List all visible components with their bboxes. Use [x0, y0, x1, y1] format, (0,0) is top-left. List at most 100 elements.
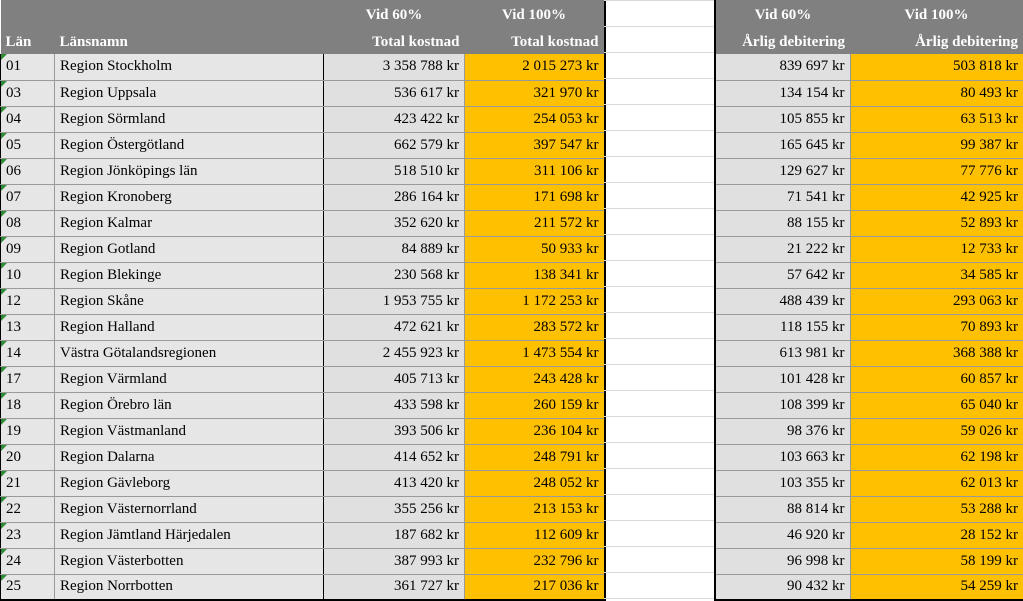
total-cost-60-cell[interactable]: 536 617 kr: [323, 80, 465, 107]
total-cost-60-cell[interactable]: 361 727 kr: [323, 574, 465, 601]
annual-billing-100-cell[interactable]: 99 387 kr: [850, 132, 1023, 159]
annual-billing-60-cell[interactable]: 101 428 kr: [714, 366, 851, 393]
header-vid100[interactable]: Vid 100%: [464, 0, 606, 27]
total-cost-60-cell[interactable]: 3 358 788 kr: [323, 54, 465, 81]
lan-code-cell[interactable]: 17: [0, 366, 55, 393]
annual-billing-100-cell[interactable]: 60 857 kr: [850, 366, 1023, 393]
region-name-cell[interactable]: Region Gotland: [54, 236, 324, 263]
total-cost-60-cell[interactable]: 2 455 923 kr: [323, 340, 465, 367]
total-cost-60-cell[interactable]: 472 621 kr: [323, 314, 465, 341]
annual-billing-100-cell[interactable]: 368 388 kr: [850, 340, 1023, 367]
header-vid60[interactable]: Vid 60%: [714, 0, 850, 27]
annual-billing-100-cell[interactable]: 70 893 kr: [850, 314, 1023, 341]
annual-billing-60-cell[interactable]: 21 222 kr: [714, 236, 851, 263]
region-name-cell[interactable]: Region Kronoberg: [54, 184, 324, 211]
total-cost-100-cell[interactable]: 2 015 273 kr: [464, 54, 606, 81]
region-name-cell[interactable]: Region Jönköpings län: [54, 158, 324, 185]
region-name-cell[interactable]: Region Uppsala: [54, 80, 324, 107]
annual-billing-100-cell[interactable]: 52 893 kr: [850, 210, 1023, 237]
region-name-cell[interactable]: Region Kalmar: [54, 210, 324, 237]
total-cost-60-cell[interactable]: 286 164 kr: [323, 184, 465, 211]
region-name-cell[interactable]: Region Västmanland: [54, 418, 324, 445]
lan-code-cell[interactable]: 18: [0, 392, 55, 419]
region-name-cell[interactable]: Region Stockholm: [54, 54, 324, 81]
region-name-cell[interactable]: Region Värmland: [54, 366, 324, 393]
lan-code-cell[interactable]: 08: [0, 210, 55, 237]
lan-code-cell[interactable]: 05: [0, 132, 55, 159]
total-cost-60-cell[interactable]: 662 579 kr: [323, 132, 465, 159]
lan-code-cell[interactable]: 20: [0, 444, 55, 471]
header-arlig-debitering-100[interactable]: Årlig debitering: [850, 27, 1023, 54]
annual-billing-60-cell[interactable]: 118 155 kr: [714, 314, 851, 341]
header-cell-empty[interactable]: [54, 0, 324, 27]
lan-code-cell[interactable]: 09: [0, 236, 55, 263]
total-cost-100-cell[interactable]: 283 572 kr: [464, 314, 606, 341]
lan-code-cell[interactable]: 01: [0, 54, 55, 81]
annual-billing-60-cell[interactable]: 96 998 kr: [714, 548, 851, 575]
header-lansnamn[interactable]: Länsnamn: [54, 27, 324, 54]
annual-billing-100-cell[interactable]: 65 040 kr: [850, 392, 1023, 419]
annual-billing-60-cell[interactable]: 98 376 kr: [714, 418, 851, 445]
total-cost-100-cell[interactable]: 248 052 kr: [464, 470, 606, 497]
annual-billing-100-cell[interactable]: 28 152 kr: [850, 522, 1023, 549]
header-cell-empty[interactable]: [0, 0, 55, 27]
lan-code-cell[interactable]: 25: [0, 574, 55, 601]
annual-billing-100-cell[interactable]: 63 513 kr: [850, 106, 1023, 133]
region-name-cell[interactable]: Region Blekinge: [54, 262, 324, 289]
total-cost-60-cell[interactable]: 433 598 kr: [323, 392, 465, 419]
lan-code-cell[interactable]: 06: [0, 158, 55, 185]
total-cost-100-cell[interactable]: 1 172 253 kr: [464, 288, 606, 315]
annual-billing-60-cell[interactable]: 613 981 kr: [714, 340, 851, 367]
annual-billing-60-cell[interactable]: 57 642 kr: [714, 262, 851, 289]
annual-billing-100-cell[interactable]: 58 199 kr: [850, 548, 1023, 575]
total-cost-60-cell[interactable]: 355 256 kr: [323, 496, 465, 523]
total-cost-60-cell[interactable]: 230 568 kr: [323, 262, 465, 289]
header-vid60[interactable]: Vid 60%: [323, 0, 465, 27]
total-cost-60-cell[interactable]: 187 682 kr: [323, 522, 465, 549]
annual-billing-100-cell[interactable]: 34 585 kr: [850, 262, 1023, 289]
lan-code-cell[interactable]: 24: [0, 548, 55, 575]
lan-code-cell[interactable]: 22: [0, 496, 55, 523]
total-cost-100-cell[interactable]: 1 473 554 kr: [464, 340, 606, 367]
total-cost-100-cell[interactable]: 321 970 kr: [464, 80, 606, 107]
total-cost-60-cell[interactable]: 84 889 kr: [323, 236, 465, 263]
total-cost-60-cell[interactable]: 387 993 kr: [323, 548, 465, 575]
annual-billing-100-cell[interactable]: 62 198 kr: [850, 444, 1023, 471]
annual-billing-100-cell[interactable]: 77 776 kr: [850, 158, 1023, 185]
annual-billing-60-cell[interactable]: 103 663 kr: [714, 444, 851, 471]
annual-billing-100-cell[interactable]: 54 259 kr: [850, 574, 1023, 601]
total-cost-100-cell[interactable]: 254 053 kr: [464, 106, 606, 133]
total-cost-100-cell[interactable]: 112 609 kr: [464, 522, 606, 549]
annual-billing-60-cell[interactable]: 134 154 kr: [714, 80, 851, 107]
annual-billing-60-cell[interactable]: 108 399 kr: [714, 392, 851, 419]
region-name-cell[interactable]: Region Halland: [54, 314, 324, 341]
total-cost-60-cell[interactable]: 405 713 kr: [323, 366, 465, 393]
annual-billing-60-cell[interactable]: 46 920 kr: [714, 522, 851, 549]
annual-billing-60-cell[interactable]: 103 355 kr: [714, 470, 851, 497]
annual-billing-100-cell[interactable]: 59 026 kr: [850, 418, 1023, 445]
total-cost-100-cell[interactable]: 213 153 kr: [464, 496, 606, 523]
lan-code-cell[interactable]: 19: [0, 418, 55, 445]
region-name-cell[interactable]: Västra Götalandsregionen: [54, 340, 324, 367]
header-arlig-debitering-60[interactable]: Årlig debitering: [714, 27, 850, 54]
total-cost-100-cell[interactable]: 236 104 kr: [464, 418, 606, 445]
annual-billing-60-cell[interactable]: 90 432 kr: [714, 574, 851, 601]
annual-billing-60-cell[interactable]: 88 814 kr: [714, 496, 851, 523]
total-cost-100-cell[interactable]: 211 572 kr: [464, 210, 606, 237]
annual-billing-60-cell[interactable]: 165 645 kr: [714, 132, 851, 159]
total-cost-100-cell[interactable]: 217 036 kr: [464, 574, 606, 601]
annual-billing-60-cell[interactable]: 129 627 kr: [714, 158, 851, 185]
total-cost-60-cell[interactable]: 414 652 kr: [323, 444, 465, 471]
total-cost-60-cell[interactable]: 1 953 755 kr: [323, 288, 465, 315]
lan-code-cell[interactable]: 03: [0, 80, 55, 107]
lan-code-cell[interactable]: 23: [0, 522, 55, 549]
total-cost-100-cell[interactable]: 171 698 kr: [464, 184, 606, 211]
header-lan[interactable]: Län: [0, 27, 55, 54]
region-name-cell[interactable]: Region Dalarna: [54, 444, 324, 471]
lan-code-cell[interactable]: 12: [0, 288, 55, 315]
total-cost-100-cell[interactable]: 260 159 kr: [464, 392, 606, 419]
region-name-cell[interactable]: Region Västernorrland: [54, 496, 324, 523]
annual-billing-100-cell[interactable]: 42 925 kr: [850, 184, 1023, 211]
total-cost-100-cell[interactable]: 311 106 kr: [464, 158, 606, 185]
lan-code-cell[interactable]: 04: [0, 106, 55, 133]
